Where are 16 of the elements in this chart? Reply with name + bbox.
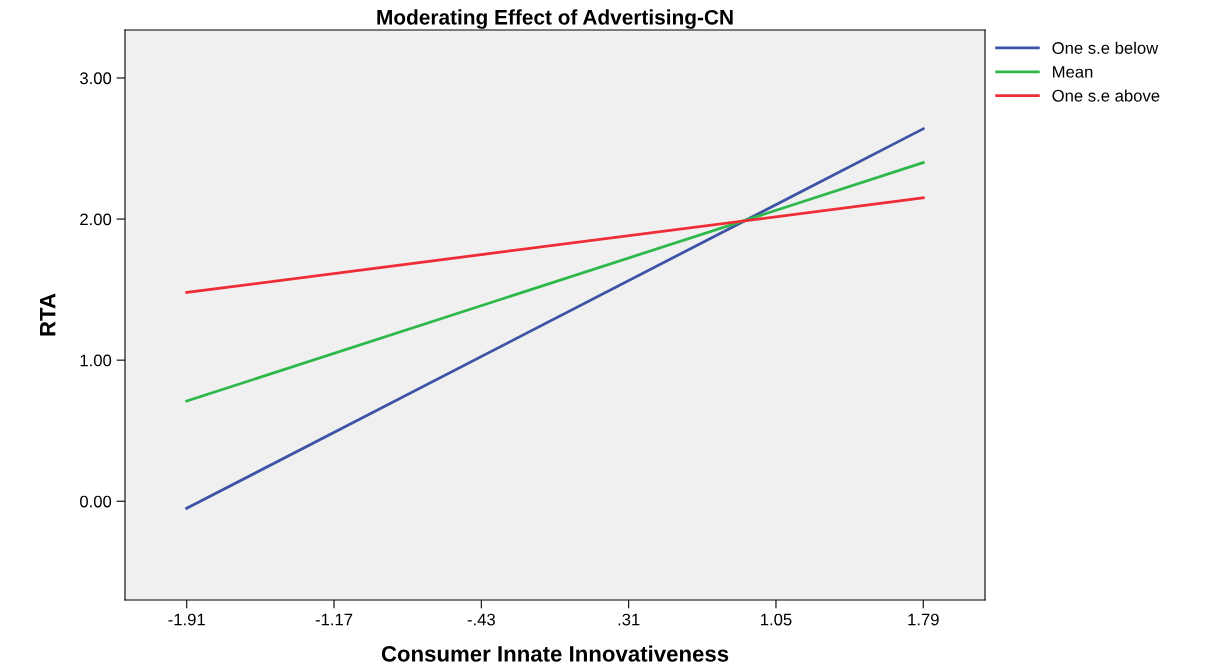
x-axis-title: Consumer Innate Innovativeness — [381, 645, 729, 662]
legend-label: One s.e below — [1052, 41, 1159, 54]
x-tick-label: -1.91 — [168, 613, 205, 626]
y-tick-label: 3.00 — [80, 72, 112, 85]
y-axis-title: RTA — [40, 293, 56, 336]
y-tick-label: 2.00 — [80, 213, 112, 226]
legend-label: Mean — [1053, 66, 1093, 78]
chart-title: Moderating Effect of Advertising-CN — [377, 9, 733, 29]
x-tick-label: 1.79 — [908, 613, 939, 626]
y-tick-label: 0.00 — [80, 495, 112, 508]
y-tick-label: 1.00 — [80, 354, 112, 367]
legend-label: One s.e above — [1052, 89, 1160, 102]
x-tick-label: -.43 — [467, 613, 495, 626]
x-tick-label: .31 — [618, 613, 640, 626]
x-tick-label: -1.17 — [315, 613, 353, 626]
x-tick-label: 1.05 — [761, 613, 792, 626]
